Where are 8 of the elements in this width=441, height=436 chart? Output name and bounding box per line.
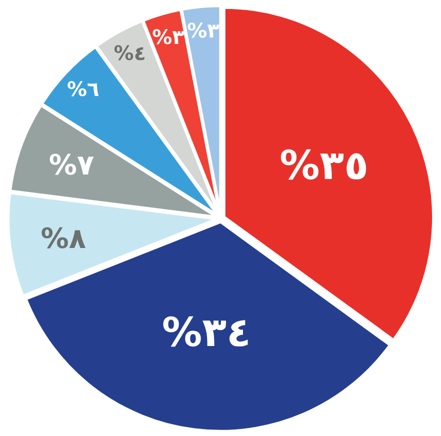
data-label: %٣ [152,25,184,50]
data-label: %٣٥ [280,143,368,190]
data-label: %٧ [48,148,94,182]
data-label: %٤ [114,41,146,65]
data-label: %٣٤ [162,310,251,356]
data-label: %٨ [40,222,86,255]
data-label: %٦ [66,77,100,102]
data-label: %٣ [187,18,220,42]
